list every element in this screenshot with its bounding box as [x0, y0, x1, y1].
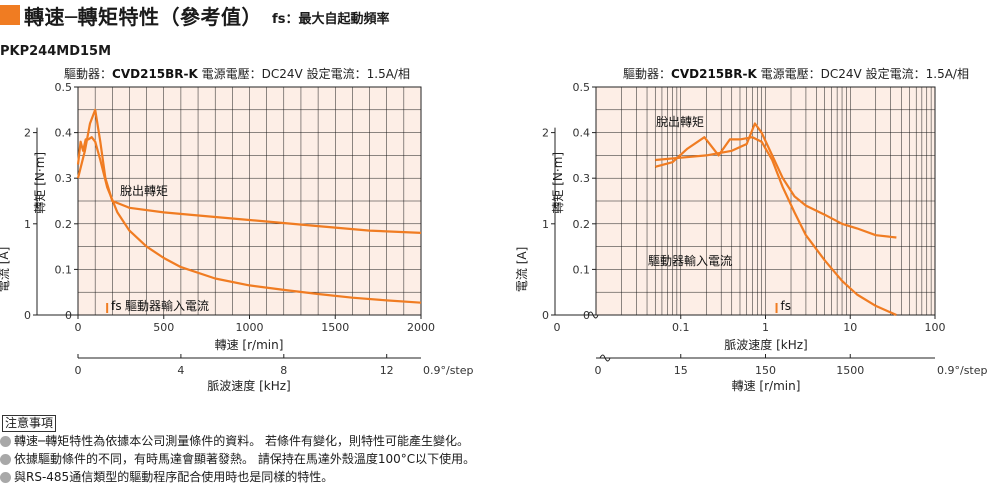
y-tick-label: 0.5: [55, 81, 73, 94]
y-axis-title: 轉矩 [N·m]: [551, 152, 565, 214]
x2-tick-label: 1500: [836, 364, 864, 377]
y2-axis-title: 電流 [A]: [515, 247, 529, 292]
x-axis-title: 轉速 [r/min]: [215, 338, 284, 352]
chart-header: 驅動器：CVD215BR-K 電源電壓：DC24V 設定電流：1.5A/相: [64, 66, 410, 81]
note-text: 轉速─轉矩特性為依據本公司測量條件的資料。 若條件有變化，則特性可能產生變化。: [14, 434, 470, 448]
driver-label: 驅動器：: [64, 67, 112, 81]
input-current-label: 驅動器輸入電流: [125, 298, 209, 313]
model-name: PKP244MD15M: [0, 44, 112, 59]
pullout-torque-line: [654, 136, 897, 317]
y2-tick-label: 2: [542, 127, 549, 140]
x-tick-label: 0: [75, 321, 82, 334]
note-item: 依據驅動條件的不同，有時馬達會顯著發熱。 請保持在馬達外殼溫度100°C以下使用…: [0, 450, 994, 468]
y-tick-label: 0.3: [573, 172, 591, 185]
chart-header: 驅動器：CVD215BR-K 電源電壓：DC24V 設定電流：1.5A/相: [623, 66, 969, 81]
x2-axis-title: 轉速 [r/min]: [732, 379, 801, 393]
note-item: 與RS-485通信類型的驅動程序配合使用時也是同樣的特性。: [0, 468, 994, 486]
y2-tick-label: 1: [542, 218, 549, 231]
driver-label: 驅動器：: [623, 67, 671, 81]
driver-value: CVD215BR-K: [671, 67, 757, 81]
x2-unit-label: 0.9°/step: [937, 364, 988, 377]
input-current-line: [655, 122, 897, 239]
pullout-torque-label: 脫出轉矩: [120, 183, 168, 198]
x-tick-label: 500: [153, 321, 174, 334]
y2-tick-label: 2: [24, 127, 31, 140]
x2-tick-label: 0: [75, 364, 82, 377]
page-title: 轉速─轉矩特性（參考值）: [24, 4, 263, 29]
y2-tick-label: 0: [542, 309, 549, 322]
x-tick-label: 1500: [321, 321, 349, 334]
axis-break-icon: [599, 354, 611, 362]
x-tick-label: 10: [843, 321, 857, 334]
y-axis-title: 轉矩 [N·m]: [33, 152, 47, 214]
driver-value: CVD215BR-K: [112, 67, 198, 81]
current-label: 設定電流：: [307, 66, 367, 81]
note-text: 與RS-485通信類型的驅動程序配合使用時也是同樣的特性。: [14, 470, 334, 484]
x2-zero-label: 0: [595, 364, 602, 377]
page-title-block: 轉速─轉矩特性（參考值） fs：最大自起動頻率: [0, 2, 390, 29]
voltage-value: DC24V: [262, 67, 304, 81]
fs-label: fs: [111, 299, 121, 313]
x-tick-label: 100: [925, 321, 946, 334]
input-current-label: 驅動器輸入電流: [648, 253, 732, 268]
page-subtitle: fs：最大自起動頻率: [272, 11, 390, 27]
y2-axis-title: 電流 [A]: [0, 247, 11, 292]
notes-title: 注意事項: [2, 415, 57, 432]
y-tick-label: 0.4: [55, 127, 73, 140]
x-tick-label: 2000: [407, 321, 435, 334]
note-item: 轉速─轉矩特性為依據本公司測量條件的資料。 若條件有變化，則特性可能產生變化。: [0, 432, 994, 450]
y-tick-label: 0.2: [55, 218, 73, 231]
pullout-torque-label: 脫出轉矩: [656, 114, 704, 129]
x2-unit-label: 0.9°/step: [423, 364, 474, 377]
x2-tick-label: 12: [380, 364, 394, 377]
x2-axis-title: 脈波速度 [kHz]: [207, 378, 290, 393]
notes-section: 注意事項 轉速─轉矩特性為依據本公司測量條件的資料。 若條件有變化，則特性可能產…: [0, 412, 994, 486]
voltage-value: DC24V: [821, 67, 863, 81]
voltage-label: 電源電壓：: [761, 67, 821, 81]
bullet-icon: [0, 471, 11, 483]
current-value: 1.5A/相: [367, 67, 410, 81]
x2-tick-label: 4: [177, 364, 184, 377]
y-tick-label: 0.1: [55, 263, 73, 276]
y-tick-label: 0.4: [573, 127, 591, 140]
x-tick-label: 1: [762, 321, 769, 334]
axis-break-icon: [587, 311, 599, 319]
x2-tick-label: 8: [280, 364, 287, 377]
x2-tick-label: 15: [674, 364, 688, 377]
bullet-icon: [0, 453, 11, 465]
x-axis-title: 脈波速度 [kHz]: [724, 337, 807, 352]
y2-tick-label: 0: [24, 309, 31, 322]
note-text: 依據驅動條件的不同，有時馬達會顯著發熱。 請保持在馬達外殼溫度100°C以下使用…: [14, 452, 476, 466]
y-tick-label: 0.3: [55, 172, 73, 185]
x-tick-label: 1000: [236, 321, 264, 334]
y-tick-label: 0.2: [573, 218, 591, 231]
y2-tick-label: 1: [24, 218, 31, 231]
y-tick-label: 0.5: [573, 81, 591, 94]
voltage-label: 電源電壓：: [202, 67, 262, 81]
x-tick-label: 0.1: [672, 321, 690, 334]
title-marker-square: [0, 5, 20, 25]
bullet-icon: [0, 435, 11, 447]
y-tick-label: 0.1: [573, 263, 591, 276]
x-zero-label: 0: [554, 321, 561, 334]
input-current-line: [76, 108, 422, 234]
current-label: 設定電流：: [866, 66, 926, 81]
fs-label: fs: [781, 299, 791, 313]
x2-tick-label: 150: [755, 364, 776, 377]
current-value: 1.5A/相: [926, 67, 969, 81]
